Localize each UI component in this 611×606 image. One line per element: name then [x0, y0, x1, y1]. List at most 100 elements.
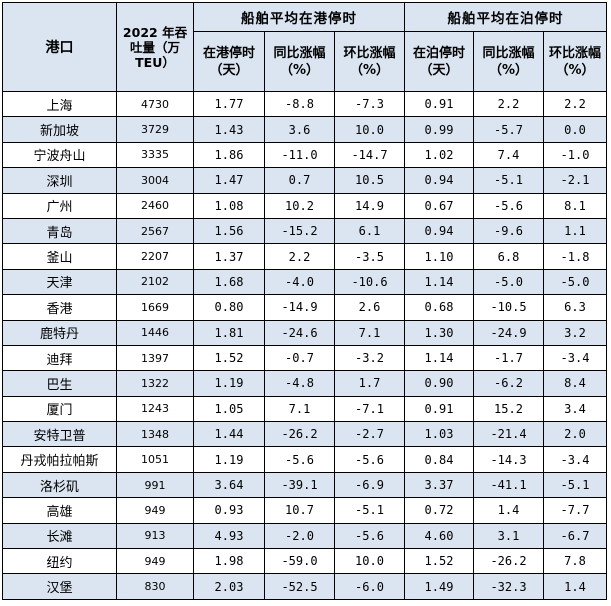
- port-time-cell: 1.08: [193, 192, 265, 219]
- port-time-cell: 1.68: [193, 268, 265, 296]
- header-port-mom: 环比涨幅（%）: [334, 31, 405, 92]
- port-cell: 釜山: [2, 243, 117, 270]
- table-row: 汉堡 830 2.03 -52.5 -6.0 1.49 -32.3 1.4: [2, 573, 607, 600]
- table-row: 深圳 3004 1.47 0.7 10.5 0.94 -5.1 -2.1: [2, 167, 607, 194]
- port-cell: 天津: [2, 268, 117, 296]
- port-time-cell: 1.77: [193, 90, 265, 118]
- berth-time-cell: 1.49: [404, 573, 474, 600]
- berth-mom-cell: -3.4: [543, 344, 607, 372]
- table-row: 迪拜 1397 1.52 -0.7 -3.2 1.14 -1.7 -3.4: [2, 344, 607, 372]
- berth-mom-cell: 8.1: [543, 192, 607, 219]
- berth-yoy-cell: -41.1: [473, 471, 544, 499]
- port-cell: 迪拜: [2, 344, 117, 372]
- port-yoy-cell: -5.6: [264, 446, 335, 473]
- port-mom-cell: 10.5: [334, 167, 405, 194]
- header-row-columns: 在港停时（天） 同比涨幅（%） 环比涨幅（%） 在泊停时（天） 同比涨幅（%） …: [3, 31, 607, 92]
- port-mom-cell: 10.0: [334, 116, 405, 143]
- port-cell: 巴生: [2, 370, 117, 397]
- port-yoy-cell: 10.7: [264, 497, 335, 524]
- header-berth-yoy: 同比涨幅（%）: [473, 31, 544, 92]
- throughput-cell: 913: [116, 522, 194, 550]
- table-row: 香港 1669 0.80 -14.9 2.6 0.68 -10.5 6.3: [2, 294, 607, 321]
- berth-time-cell: 1.03: [404, 421, 474, 448]
- berth-yoy-cell: 1.4: [473, 497, 544, 524]
- berth-yoy-cell: -5.7: [473, 116, 544, 143]
- table-row: 釜山 2207 1.37 2.2 -3.5 1.10 6.8 -1.8: [2, 243, 607, 270]
- throughput-cell: 1322: [116, 370, 194, 397]
- throughput-cell: 2460: [116, 192, 194, 219]
- port-cell: 香港: [2, 294, 117, 321]
- berth-mom-cell: 7.8: [543, 548, 607, 575]
- port-time-cell: 1.81: [193, 319, 265, 346]
- berth-yoy-cell: 15.2: [473, 395, 544, 423]
- port-yoy-cell: 7.1: [264, 395, 335, 423]
- port-mom-cell: -5.6: [334, 522, 405, 550]
- header-row-groups: 港口 2022 年吞吐量（万 TEU） 船舶平均在港停时 船舶平均在泊停时: [2, 2, 607, 92]
- port-time-cell: 1.37: [193, 243, 265, 270]
- table-row: 广州 2460 1.08 10.2 14.9 0.67 -5.6 8.1: [2, 192, 607, 219]
- berth-time-cell: 3.37: [404, 471, 474, 499]
- berth-time-cell: 0.91: [404, 90, 474, 118]
- port-yoy-cell: -0.7: [264, 344, 335, 372]
- berth-time-cell: 1.02: [404, 141, 474, 169]
- port-mom-cell: 7.1: [334, 319, 405, 346]
- table-row: 丹戎帕拉帕斯 1051 1.19 -5.6 -5.6 0.84 -14.3 -3.4: [2, 446, 607, 473]
- port-time-cell: 1.56: [193, 217, 265, 245]
- port-time-cell: 1.43: [193, 116, 265, 143]
- port-yoy-cell: -52.5: [264, 573, 335, 600]
- header-berth-time: 在泊停时（天）: [404, 31, 474, 92]
- port-mom-cell: 2.6: [334, 294, 405, 321]
- port-mom-cell: -7.3: [334, 90, 405, 118]
- throughput-cell: 4730: [116, 90, 194, 118]
- table-row: 安特卫普 1348 1.44 -26.2 -2.7 1.03 -21.4 2.0: [2, 421, 607, 448]
- port-mom-cell: 6.1: [334, 217, 405, 245]
- berth-mom-cell: -5.0: [543, 268, 607, 296]
- berth-mom-cell: 3.2: [543, 319, 607, 346]
- port-yoy-cell: 2.2: [264, 243, 335, 270]
- header-port-yoy: 同比涨幅（%）: [264, 31, 335, 92]
- berth-mom-cell: 2.0: [543, 421, 607, 448]
- port-yoy-cell: -26.2: [264, 421, 335, 448]
- port-cell: 青岛: [2, 217, 117, 245]
- berth-yoy-cell: -5.0: [473, 268, 544, 296]
- port-yoy-cell: 10.2: [264, 192, 335, 219]
- berth-yoy-cell: -14.3: [473, 446, 544, 473]
- berth-time-cell: 1.30: [404, 319, 474, 346]
- port-yoy-cell: 0.7: [264, 167, 335, 194]
- throughput-cell: 949: [116, 497, 194, 524]
- header-berth-mom: 环比涨幅（%）: [543, 31, 607, 92]
- port-mom-cell: -3.5: [334, 243, 405, 270]
- port-cell: 深圳: [2, 167, 117, 194]
- port-yoy-cell: -24.6: [264, 319, 335, 346]
- port-yoy-cell: -2.0: [264, 522, 335, 550]
- berth-time-cell: 0.84: [404, 446, 474, 473]
- port-cell: 高雄: [2, 497, 117, 524]
- berth-time-cell: 0.94: [404, 167, 474, 194]
- throughput-cell: 830: [116, 573, 194, 600]
- port-cell: 宁波舟山: [2, 141, 117, 169]
- berth-mom-cell: 6.3: [543, 294, 607, 321]
- berth-yoy-cell: 2.2: [473, 90, 544, 118]
- port-time-cell: 0.80: [193, 294, 265, 321]
- table-row: 上海 4730 1.77 -8.8 -7.3 0.91 2.2 2.2: [2, 90, 607, 118]
- berth-mom-cell: 2.2: [543, 90, 607, 118]
- table-row: 新加坡 3729 1.43 3.6 10.0 0.99 -5.7 0.0: [2, 116, 607, 143]
- throughput-cell: 2102: [116, 268, 194, 296]
- berth-mom-cell: -7.7: [543, 497, 607, 524]
- berth-mom-cell: -1.0: [543, 141, 607, 169]
- berth-mom-cell: -5.1: [543, 471, 607, 499]
- port-time-cell: 1.47: [193, 167, 265, 194]
- table-row: 纽约 949 1.98 -59.0 10.0 1.52 -26.2 7.8: [2, 548, 607, 575]
- header-port: 港口: [2, 2, 117, 92]
- port-mom-cell: 1.7: [334, 370, 405, 397]
- port-time-cell: 1.98: [193, 548, 265, 575]
- berth-yoy-cell: -6.2: [473, 370, 544, 397]
- berth-time-cell: 0.67: [404, 192, 474, 219]
- berth-time-cell: 1.14: [404, 344, 474, 372]
- berth-time-cell: 0.99: [404, 116, 474, 143]
- throughput-cell: 3335: [116, 141, 194, 169]
- port-cell: 新加坡: [2, 116, 117, 143]
- port-mom-cell: 10.0: [334, 548, 405, 575]
- port-cell: 汉堡: [2, 573, 117, 600]
- port-time-cell: 0.93: [193, 497, 265, 524]
